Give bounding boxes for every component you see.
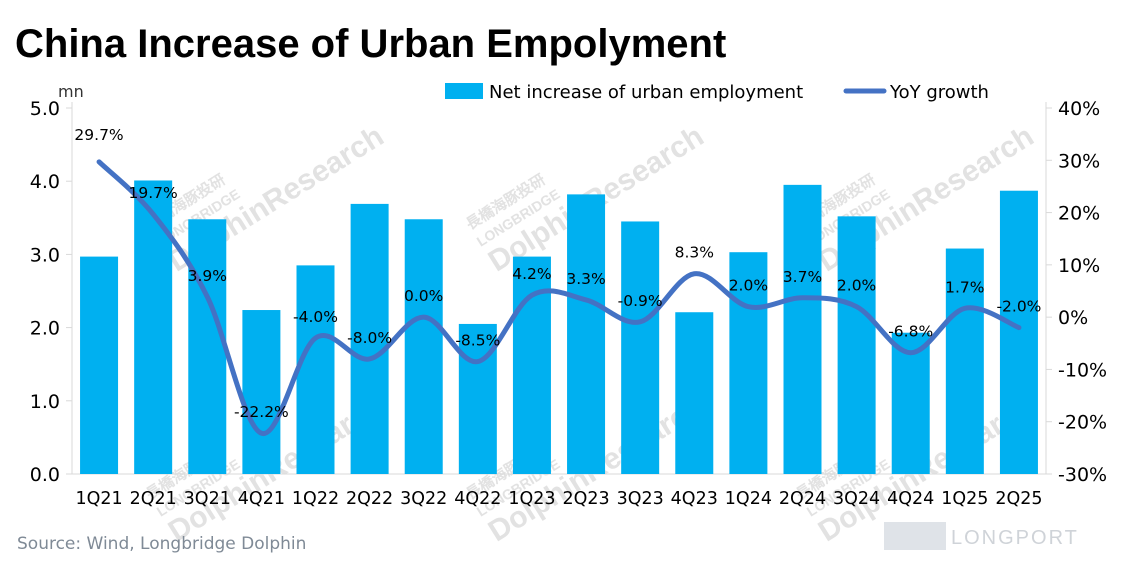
bar-2Q24 [783, 184, 822, 475]
source-note: Source: Wind, Longbridge Dolphin [17, 534, 306, 554]
yoy-label-4Q21: -22.2% [234, 403, 289, 421]
x-tick-label: 4Q24 [887, 489, 934, 509]
x-tick-label: 1Q22 [292, 489, 339, 509]
yoy-label-4Q22: -8.5% [455, 332, 500, 350]
yoy-label-3Q23: -0.9% [618, 292, 663, 310]
bar-4Q24 [891, 332, 930, 474]
left-tick-label: 4.0 [30, 171, 60, 193]
yoy-label-2Q25: -2.0% [996, 298, 1041, 316]
corner-logo-mark [884, 522, 946, 550]
x-tick-label: 1Q21 [75, 489, 122, 509]
left-tick-label: 3.0 [30, 244, 60, 266]
bar-1Q21 [80, 256, 119, 474]
legend: Net increase of urban employment YoY gro… [445, 82, 989, 103]
axes: 0.0 1.0 2.0 3.0 4.0 5.0 -30% -20% -10% 0% 10% 20% 30… [30, 98, 1107, 486]
x-tick-label: 3Q23 [617, 489, 664, 509]
x-tick-label: 4Q21 [238, 489, 285, 509]
x-tick-label: 2Q25 [995, 489, 1042, 509]
chart-title: China Increase of Urban Empolyment [15, 22, 726, 66]
bar-4Q23 [675, 312, 714, 474]
legend-label-line: YoY growth [889, 82, 989, 103]
x-tick-label: 3Q24 [833, 489, 880, 509]
right-tick-label: -20% [1058, 412, 1107, 434]
corner-logo-text: LONGPORT [951, 527, 1079, 549]
line-series [96, 159, 1022, 436]
yoy-label-1Q24: 2.0% [729, 277, 768, 295]
yoy-label-2Q22: -8.0% [347, 329, 392, 347]
x-axis-labels: 1Q21 2Q21 3Q21 4Q21 1Q22 2Q22 3Q22 4Q22 1Q23 2Q23… [75, 489, 1042, 509]
yoy-label-1Q21: 29.7% [74, 126, 123, 144]
right-tick-label: 10% [1058, 255, 1100, 277]
bar-3Q23 [621, 221, 660, 474]
yoy-label-3Q24: 2.0% [837, 277, 876, 295]
yoy-label-2Q24: 3.7% [783, 268, 822, 286]
bar-2Q21 [134, 180, 173, 474]
bar-3Q22 [404, 219, 443, 474]
bar-3Q21 [188, 219, 227, 474]
x-tick-label: 2Q21 [130, 489, 177, 509]
left-axis-unit: mn [58, 82, 84, 101]
bar-1Q24 [729, 252, 768, 474]
x-tick-label: 1Q23 [508, 489, 555, 509]
x-tick-label: 2Q24 [779, 489, 826, 509]
right-tick-label: -10% [1058, 359, 1107, 381]
yoy-label-1Q25: 1.7% [945, 278, 984, 296]
x-tick-label: 2Q23 [562, 489, 609, 509]
data-labels: 29.7% 19.7% 3.9% -22.2% -4.0% -8.0% 0.0% -8.5% 4… [74, 126, 1041, 421]
corner-logo: LONGPORT [884, 522, 1079, 550]
yoy-growth-line [96, 159, 1022, 436]
bar-series [80, 180, 1038, 475]
bar-1Q22 [296, 265, 335, 474]
x-tick-label: 1Q25 [941, 489, 988, 509]
x-tick-label: 3Q21 [184, 489, 231, 509]
bar-2Q23 [567, 194, 606, 474]
legend-label-bar: Net increase of urban employment [489, 82, 803, 103]
left-tick-label: 2.0 [30, 318, 60, 340]
yoy-label-3Q21: 3.9% [188, 267, 227, 285]
x-tick-label: 4Q22 [454, 489, 501, 509]
x-tick-label: 2Q22 [346, 489, 393, 509]
x-tick-label: 1Q24 [725, 489, 772, 509]
yoy-label-4Q23: 8.3% [675, 244, 714, 262]
yoy-label-3Q22: 0.0% [404, 287, 443, 305]
left-tick-label: 0.0 [30, 464, 60, 486]
right-tick-label: 20% [1058, 203, 1100, 225]
bar-3Q24 [837, 216, 876, 474]
left-tick-label: 5.0 [30, 98, 60, 120]
right-tick-label: 40% [1058, 98, 1100, 120]
left-tick-label: 1.0 [30, 391, 60, 413]
yoy-label-1Q22: -4.0% [293, 308, 338, 326]
yoy-label-1Q23: 4.2% [512, 265, 551, 283]
right-tick-label: 30% [1058, 150, 1100, 172]
x-tick-label: 3Q22 [400, 489, 447, 509]
bar-4Q21 [242, 310, 281, 474]
legend-swatch-bar [445, 83, 483, 99]
bar-2Q22 [350, 203, 389, 474]
bar-1Q25 [945, 248, 984, 474]
yoy-label-4Q24: -6.8% [888, 323, 933, 341]
yoy-label-2Q23: 3.3% [566, 270, 605, 288]
yoy-label-2Q21: 19.7% [129, 184, 178, 202]
bar-2Q25 [999, 190, 1038, 474]
right-tick-label: 0% [1058, 307, 1088, 329]
right-tick-label: -30% [1058, 464, 1107, 486]
x-tick-label: 4Q23 [671, 489, 718, 509]
